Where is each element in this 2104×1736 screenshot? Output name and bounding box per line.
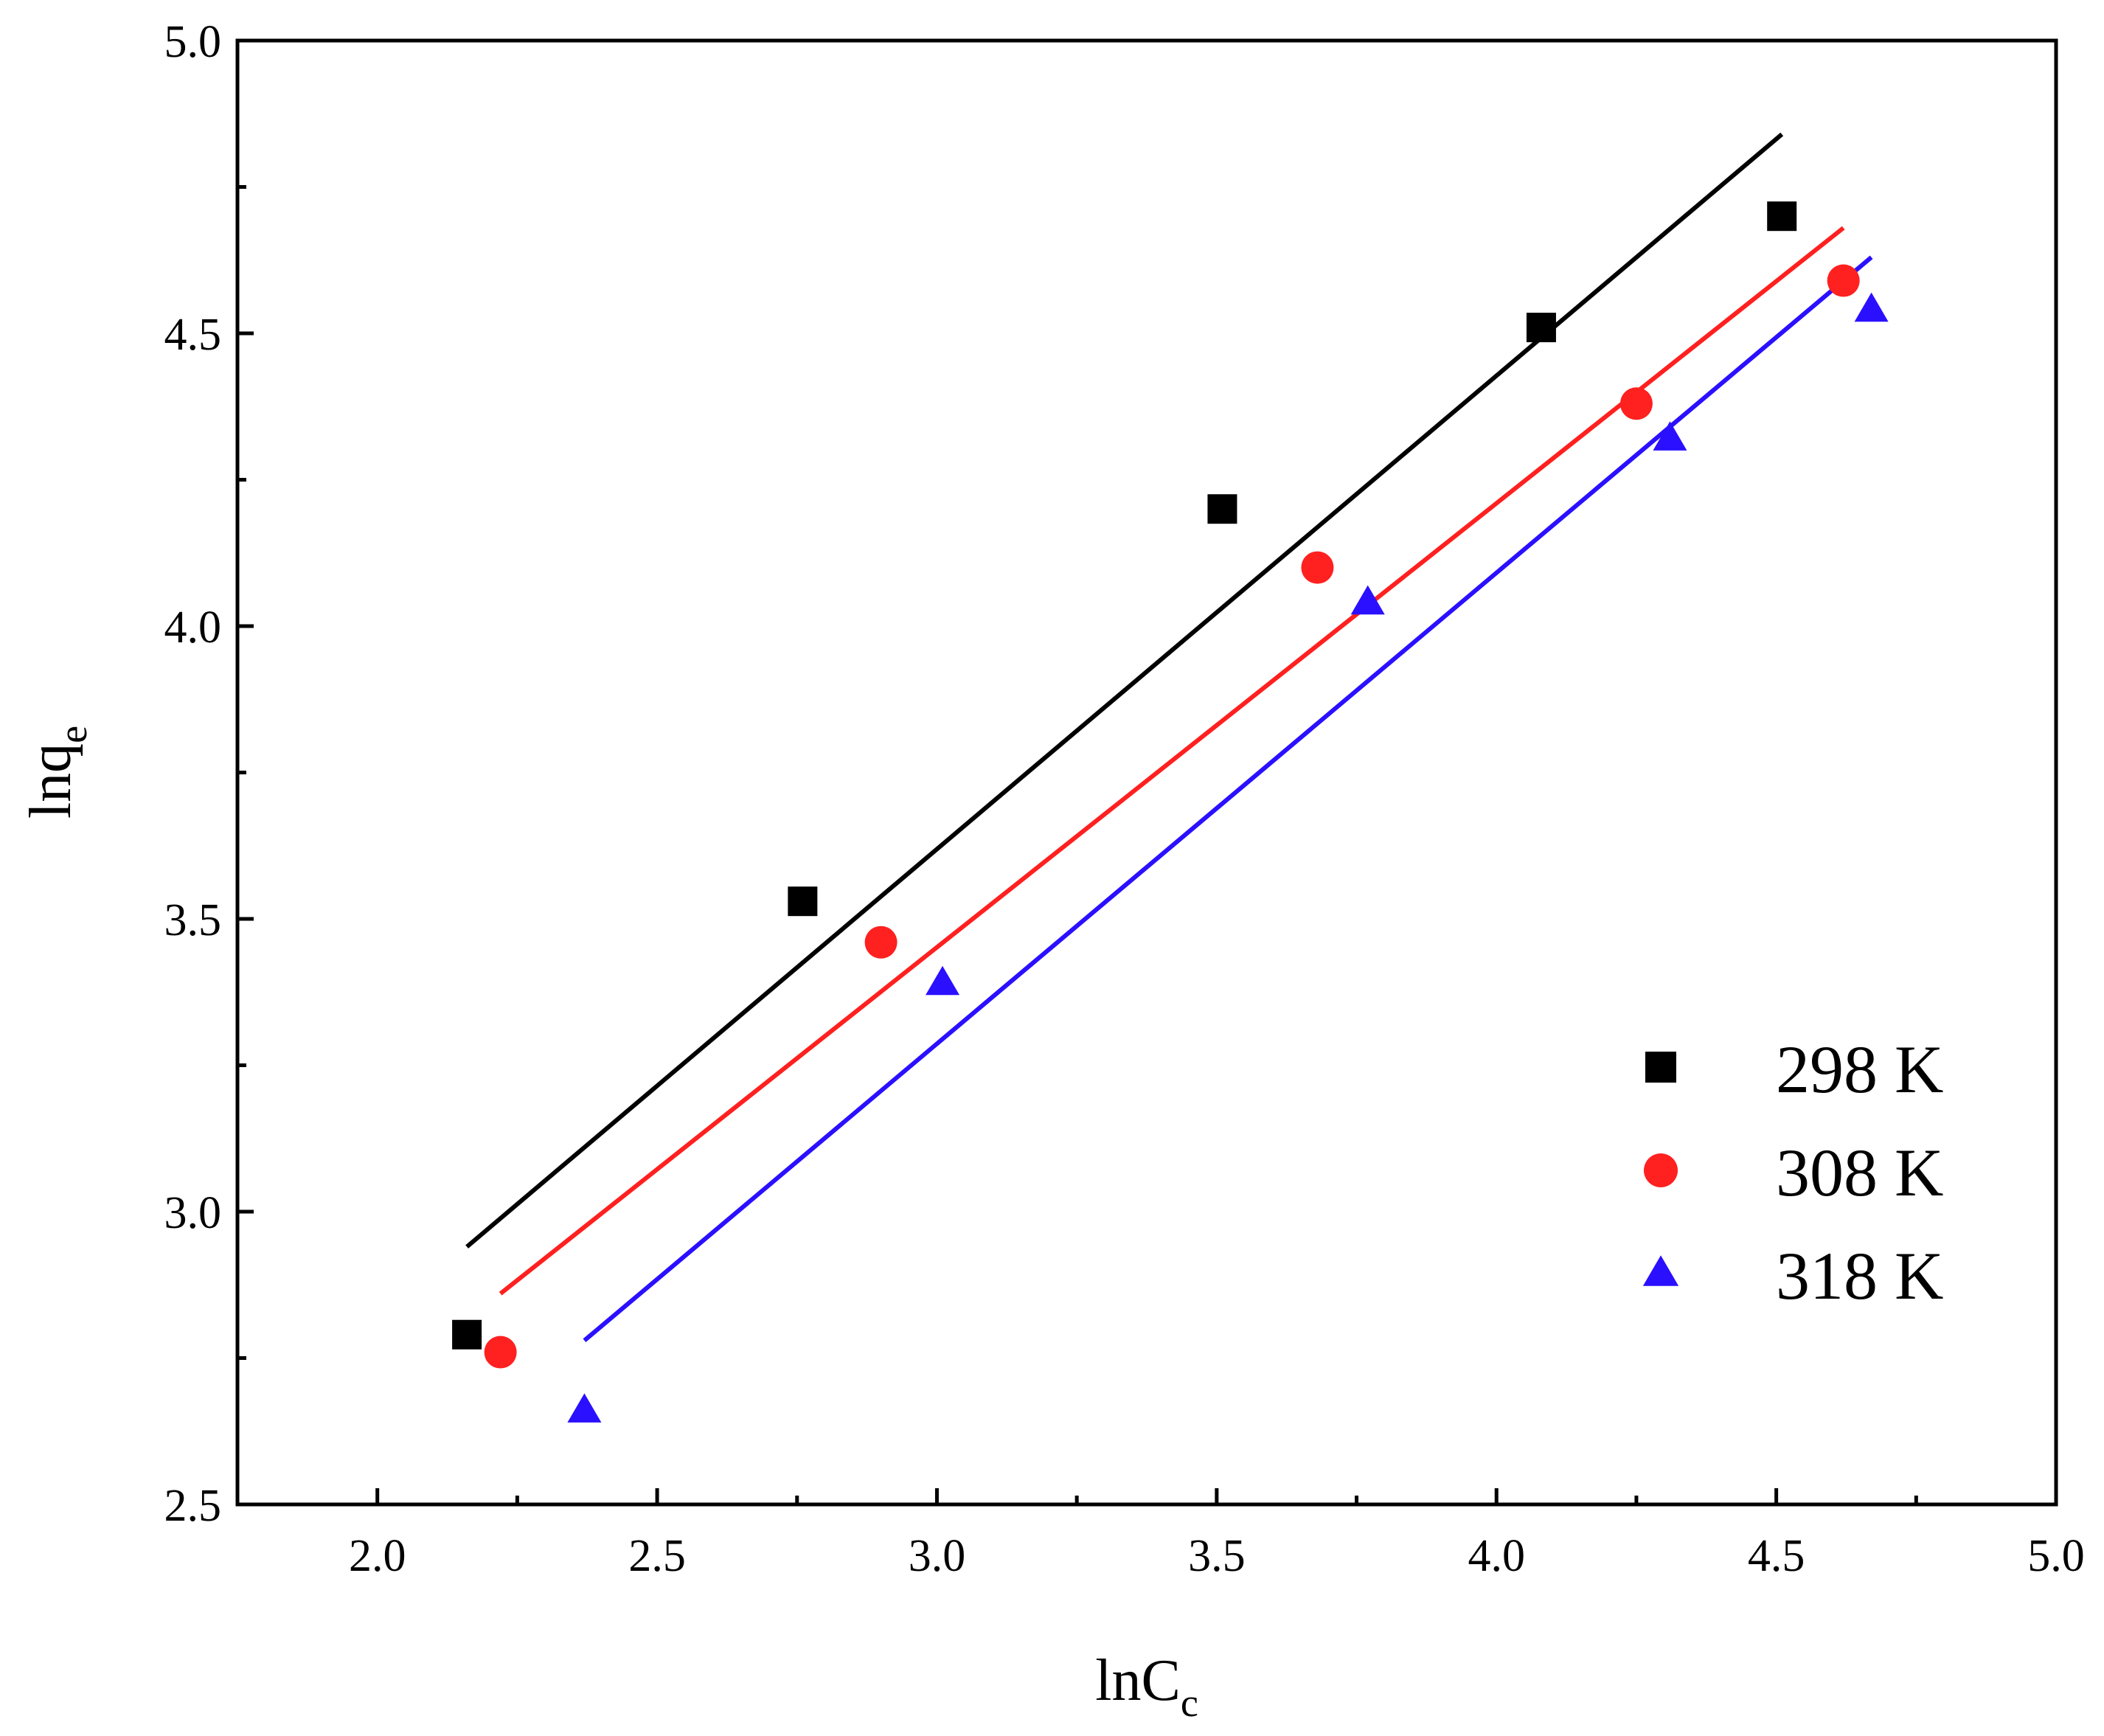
data-point-series-2 xyxy=(484,1336,517,1369)
fit-line-3 xyxy=(583,255,1873,1342)
y-tick-label: 2.5 xyxy=(164,1481,222,1531)
y-tick-label: 4.5 xyxy=(164,310,222,360)
y-axis-title: lnqe xyxy=(18,726,95,819)
x-tick-label: 2.5 xyxy=(628,1531,686,1581)
x-axis-title-main: lnC xyxy=(1095,1648,1181,1713)
x-tick-label: 3.5 xyxy=(1188,1531,1246,1581)
data-point-series-2 xyxy=(1619,387,1653,420)
data-points xyxy=(452,201,1889,1423)
x-tick-label: 2.0 xyxy=(349,1531,406,1581)
x-axis-title-subscript: c xyxy=(1181,1681,1198,1725)
y-axis-title-subscript: e xyxy=(51,726,95,743)
y-tick-label: 4.0 xyxy=(164,603,222,653)
y-tick-label: 3.5 xyxy=(164,895,222,945)
data-point-series-1 xyxy=(788,886,818,917)
data-point-series-1 xyxy=(1207,494,1237,524)
data-point-series-3 xyxy=(567,1393,602,1423)
data-point-series-2 xyxy=(1827,264,1860,297)
x-tick-label: 4.5 xyxy=(1748,1531,1805,1581)
fit-line-1 xyxy=(465,132,1784,1249)
fit-lines xyxy=(465,132,1873,1342)
data-point-series-1 xyxy=(1767,201,1797,232)
legend-marker-3 xyxy=(1642,1255,1679,1286)
y-axis-ticks: 2.5 3.0 3.5 4.0 4.5 5.0 xyxy=(164,17,254,1531)
data-point-series-1 xyxy=(452,1319,482,1350)
data-point-series-3 xyxy=(1350,585,1385,615)
legend-label-3: 318 K xyxy=(1776,1238,1943,1313)
x-tick-label: 4.0 xyxy=(1468,1531,1525,1581)
x-tick-label: 5.0 xyxy=(2027,1531,2085,1581)
legend-marker-2 xyxy=(1644,1153,1678,1187)
y-tick-label: 5.0 xyxy=(164,17,222,67)
x-tick-label: 3.0 xyxy=(909,1531,966,1581)
fit-line-2 xyxy=(499,226,1845,1296)
legend-label-1: 298 K xyxy=(1776,1032,1943,1107)
legend-label-2: 308 K xyxy=(1776,1135,1943,1210)
data-point-series-3 xyxy=(1854,292,1889,322)
data-point-series-1 xyxy=(1526,313,1556,343)
x-axis-ticks: 2.0 2.5 3.0 3.5 4.0 4.5 5.0 xyxy=(235,1488,2085,1581)
legend: 298 K 308 K 318 K xyxy=(1642,1032,1943,1313)
legend-marker-1 xyxy=(1645,1052,1676,1083)
data-point-series-2 xyxy=(1301,551,1334,584)
data-point-series-3 xyxy=(1653,421,1687,451)
data-point-series-2 xyxy=(864,926,898,959)
y-axis-title-main: lnq xyxy=(18,743,83,819)
x-axis-title: lnCc xyxy=(1095,1648,1198,1725)
y-tick-label: 3.0 xyxy=(164,1188,222,1238)
data-point-series-3 xyxy=(926,965,960,996)
